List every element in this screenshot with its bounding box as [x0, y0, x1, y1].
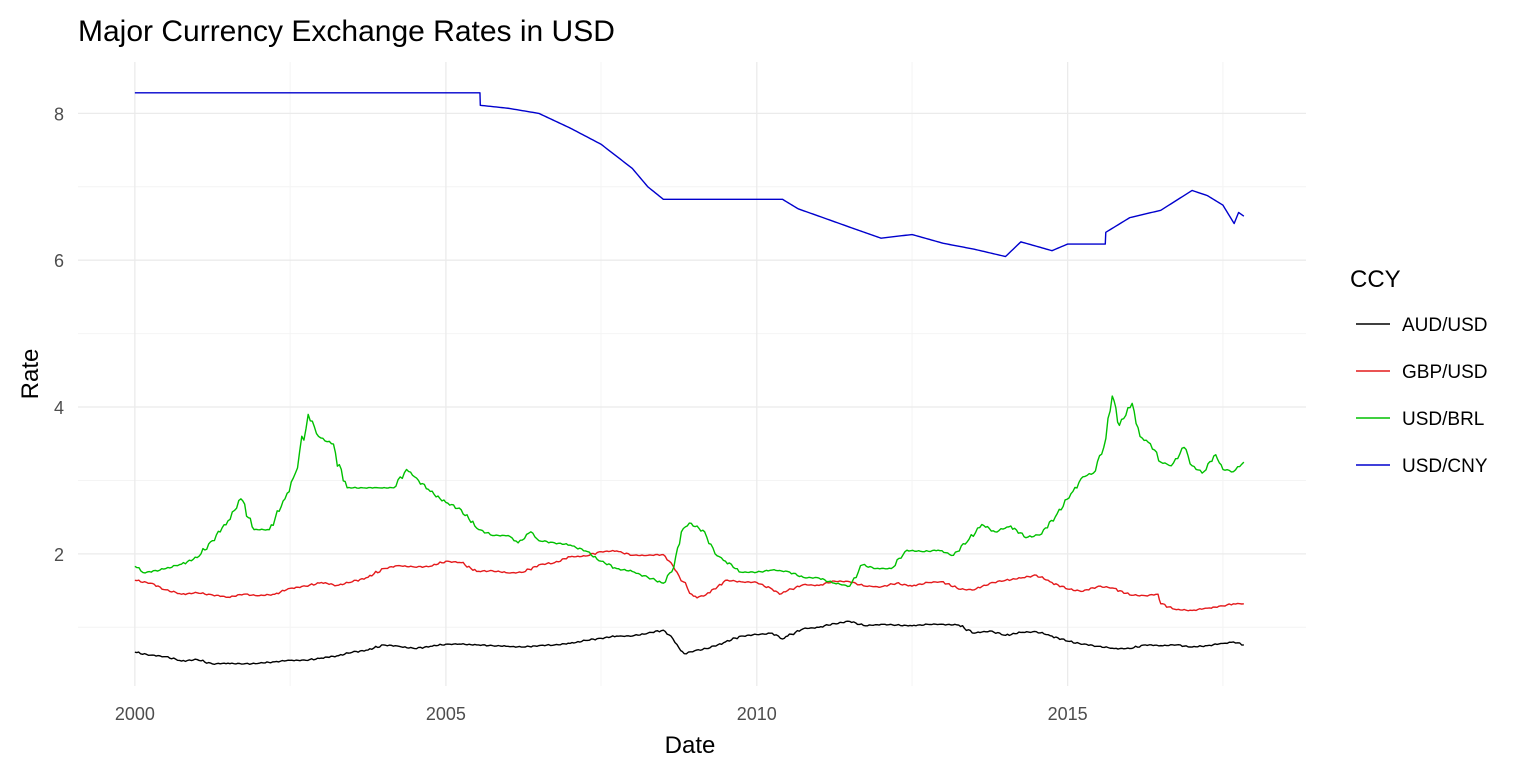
- plot-panel: [78, 62, 1306, 686]
- legend-label-aud-usd: AUD/USD: [1402, 315, 1488, 336]
- y-tick-label: 4: [54, 398, 64, 418]
- series-line-usd-cny: [134, 92, 1245, 258]
- x-axis-title: Date: [665, 732, 716, 759]
- legend-title: CCY: [1350, 266, 1401, 293]
- series-line-aud-usd: [134, 620, 1244, 666]
- y-axis-title: Rate: [17, 349, 44, 400]
- major-gridlines: [78, 62, 1306, 686]
- series-line-usd-brl: [134, 395, 1245, 588]
- minor-gridlines: [78, 62, 1306, 686]
- x-tick-label: 2000: [115, 704, 155, 724]
- x-axis-tick-labels: 2000 2005 2010 2015: [115, 704, 1088, 724]
- series-line-gbp-usd: [134, 549, 1244, 612]
- legend-label-gbp-usd: GBP/USD: [1402, 362, 1488, 383]
- legend: CCY AUD/USD GBP/USD USD/BRL USD/CNY: [1350, 266, 1488, 477]
- legend-items: AUD/USD GBP/USD USD/BRL USD/CNY: [1356, 315, 1488, 477]
- y-tick-label: 8: [54, 104, 64, 124]
- series-lines: [134, 92, 1245, 666]
- x-tick-label: 2010: [737, 704, 777, 724]
- y-axis-tick-labels: 2 4 6 8: [54, 104, 64, 564]
- y-tick-label: 6: [54, 251, 64, 271]
- x-tick-label: 2005: [426, 704, 466, 724]
- x-tick-label: 2015: [1048, 704, 1088, 724]
- y-tick-label: 2: [54, 545, 64, 565]
- chart-title: Major Currency Exchange Rates in USD: [78, 15, 615, 48]
- legend-label-usd-cny: USD/CNY: [1402, 456, 1488, 477]
- legend-label-usd-brl: USD/BRL: [1402, 409, 1484, 430]
